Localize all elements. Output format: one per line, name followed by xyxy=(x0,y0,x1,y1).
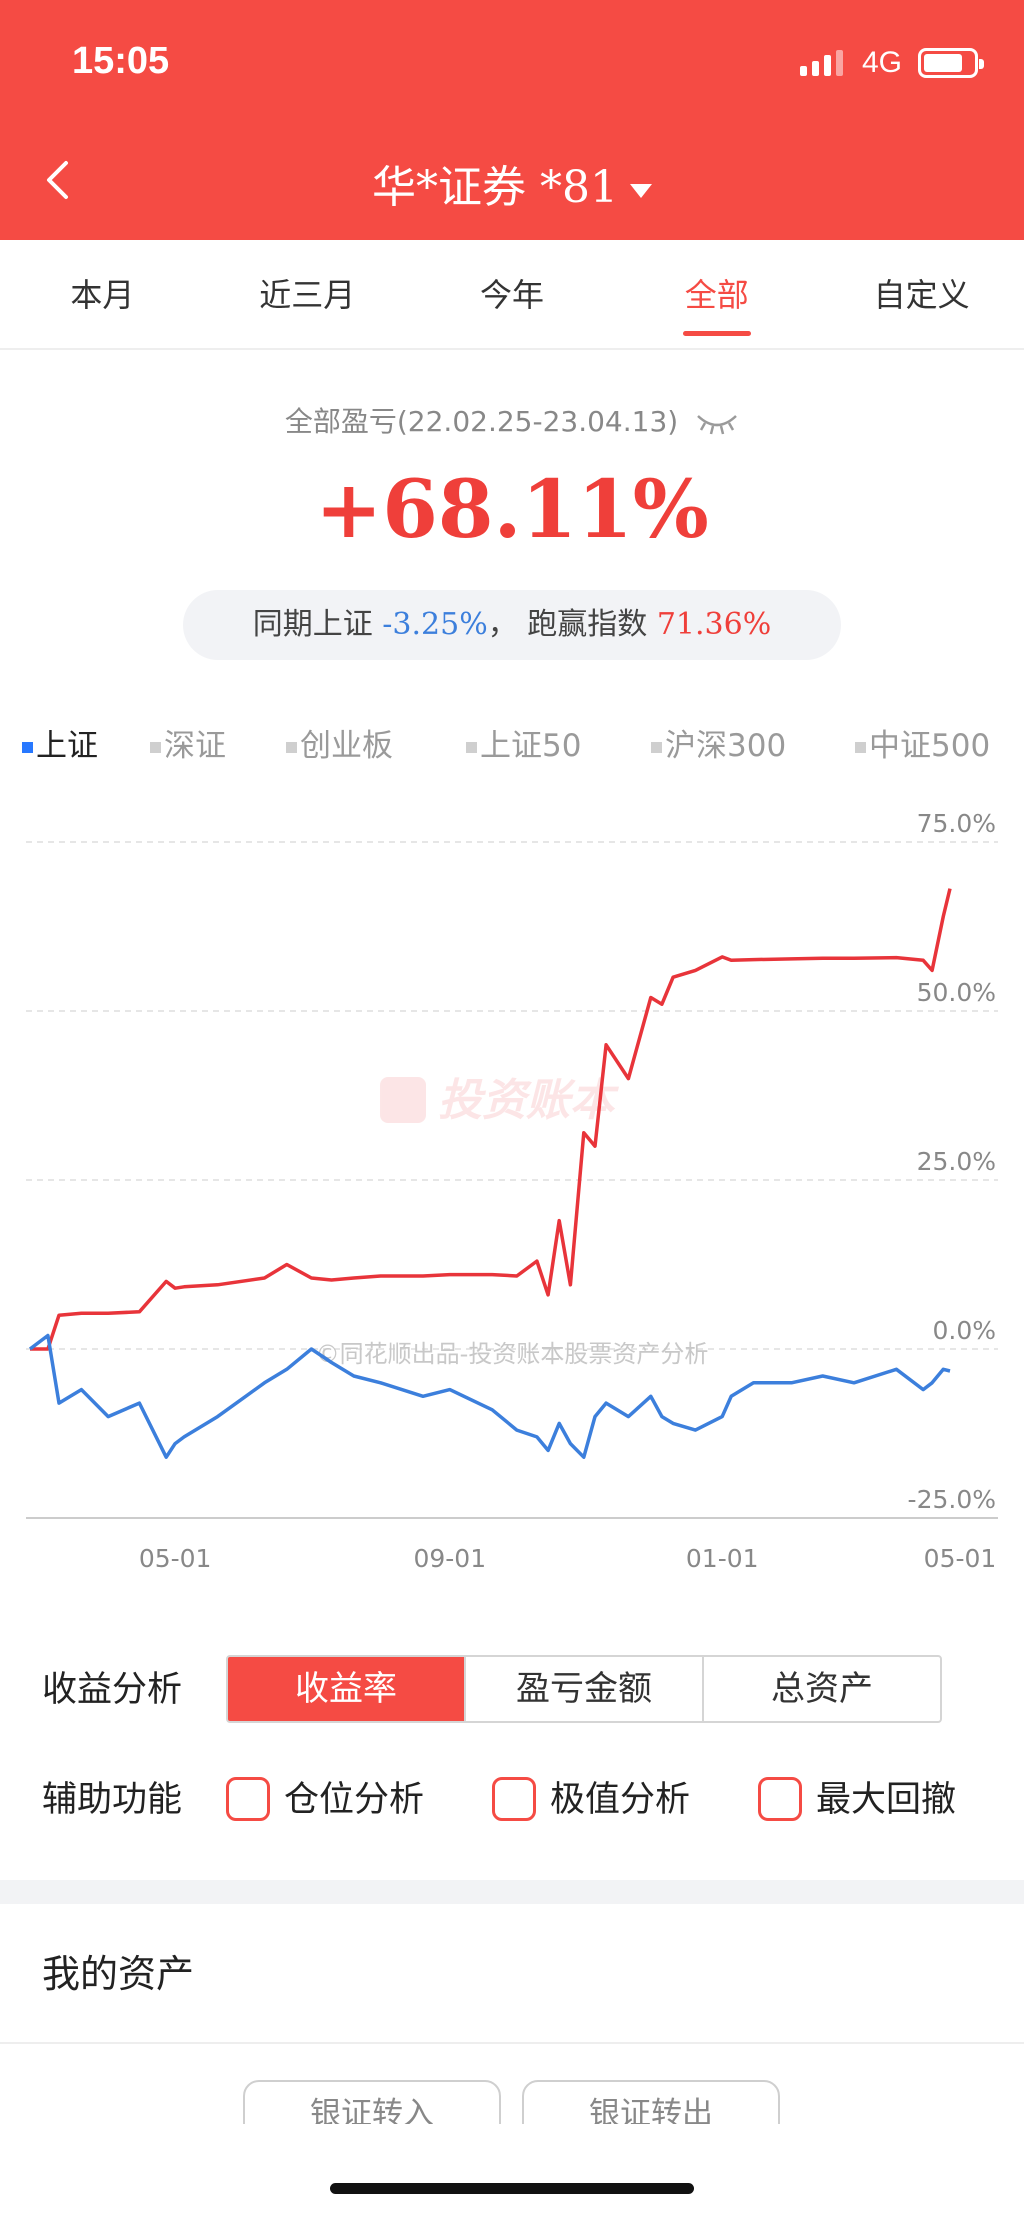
legend-square-icon xyxy=(651,742,662,753)
securities-to-bank-button[interactable]: 银证转出 xyxy=(522,2080,780,2124)
section-divider xyxy=(0,1880,1024,1904)
extreme-analysis-label[interactable]: 极值分析 xyxy=(550,1780,691,1820)
tab-this-month[interactable]: 本月 xyxy=(70,276,135,314)
watermark-logo-icon xyxy=(380,1077,426,1123)
index-tab-sh[interactable]: 上证 xyxy=(22,720,98,765)
y-tick-label: 75.0% xyxy=(917,809,996,838)
aux-label: 辅助功能 xyxy=(42,1780,183,1820)
compare-value: -3.25% xyxy=(382,607,488,642)
transfer-buttons: 银证转入 银证转出 xyxy=(0,2080,1024,2124)
beat-label: 跑赢指数 xyxy=(527,607,648,642)
index-tab-label: 上证 xyxy=(36,728,98,764)
max-drawdown-checkbox[interactable] xyxy=(758,1777,802,1821)
x-tick-label: 09-01 xyxy=(413,1544,486,1573)
return-chart[interactable]: 投资账本 ©同花顺出品-投资账本股票资产分析 75.0% 50.0% 25.0% 0.… xyxy=(0,790,1024,1590)
x-tick-label: 01-01 xyxy=(686,1544,759,1573)
index-tab-label: 深证 xyxy=(164,728,226,764)
seg-total-assets[interactable]: 总资产 xyxy=(771,1669,873,1709)
position-analysis-label[interactable]: 仓位分析 xyxy=(284,1780,425,1820)
x-tick-label: 05-01 xyxy=(139,1544,212,1573)
total-return-value: +68.11% xyxy=(315,462,709,556)
back-arrow-icon[interactable] xyxy=(36,155,86,205)
chart-y-labels: 75.0% 50.0% 25.0% 0.0% -25.0% xyxy=(908,809,996,1514)
x-tick-label: 05-01 xyxy=(924,1544,997,1573)
position-analysis-checkbox[interactable] xyxy=(226,1777,270,1821)
index-selector: 上证 深证 创业板 上证50 沪深300 中证500 xyxy=(0,720,1024,780)
time-range-tabs: 本月 近三月 今年 全部 自定义 xyxy=(0,240,1024,350)
extreme-analysis-checkbox[interactable] xyxy=(492,1777,536,1821)
seg-profit-amount[interactable]: 盈亏金额 xyxy=(466,1657,704,1721)
y-tick-label: 25.0% xyxy=(917,1147,996,1176)
compare-separator: ， xyxy=(487,607,518,642)
account-selector[interactable]: 华*证券 *81 xyxy=(0,151,1024,215)
tab-three-months[interactable]: 近三月 xyxy=(259,276,356,314)
aux-row: 辅助功能 仓位分析 极值分析 最大回撤 xyxy=(0,1765,1024,1835)
status-time: 15:05 xyxy=(72,40,170,82)
dropdown-caret-icon xyxy=(629,183,652,198)
index-tab-hs300[interactable]: 沪深300 xyxy=(651,720,786,765)
index-compare-pill: 同期上证 -3.25%， 跑赢指数 71.36% xyxy=(183,590,841,660)
hide-eye-icon[interactable] xyxy=(695,410,739,436)
tab-custom[interactable]: 自定义 xyxy=(873,276,970,314)
signal-icon xyxy=(800,50,843,76)
legend-square-icon xyxy=(286,742,297,753)
chart-x-labels: 05-01 09-01 01-01 05-01 xyxy=(139,1544,997,1573)
tab-all[interactable]: 全部 xyxy=(614,240,819,348)
index-tab-label: 中证500 xyxy=(869,728,991,764)
index-tab-sz[interactable]: 深证 xyxy=(150,720,226,765)
max-drawdown-label[interactable]: 最大回撤 xyxy=(816,1780,957,1820)
index-tab-label: 创业板 xyxy=(300,728,393,764)
tab-this-year[interactable]: 今年 xyxy=(479,276,544,314)
chart-copyright: ©同花顺出品-投资账本股票资产分析 xyxy=(316,1340,709,1368)
analysis-row: 收益分析 收益率 盈亏金额 总资产 xyxy=(0,1655,1024,1725)
index-tab-zz500[interactable]: 中证500 xyxy=(855,720,990,765)
seg-return-rate[interactable]: 收益率 xyxy=(228,1657,466,1721)
network-label: 4G xyxy=(862,46,903,79)
account-return-line xyxy=(30,888,952,1351)
account-title: 华*证券 *81 xyxy=(372,162,618,213)
compare-label: 同期上证 xyxy=(252,607,373,642)
chart-series xyxy=(28,888,952,1459)
analysis-segmented: 收益率 盈亏金额 总资产 xyxy=(226,1655,942,1723)
legend-square-icon xyxy=(466,742,477,753)
y-tick-label: 0.0% xyxy=(932,1316,996,1345)
nav-bar: 华*证券 *81 xyxy=(0,125,1024,240)
y-tick-label: -25.0% xyxy=(908,1485,996,1514)
index-tab-label: 沪深300 xyxy=(665,728,787,764)
profit-summary-label: 全部盈亏(22.02.25-23.04.13) xyxy=(284,405,679,438)
index-tab-label: 上证50 xyxy=(480,728,582,764)
profit-summary-label-row: 全部盈亏(22.02.25-23.04.13) xyxy=(0,400,1024,440)
watermark: 投资账本 xyxy=(380,1075,620,1126)
index-return-line xyxy=(28,1333,951,1459)
legend-square-icon xyxy=(150,742,161,753)
chart-grid xyxy=(26,841,998,1519)
divider-line xyxy=(0,2042,1024,2044)
y-tick-label: 50.0% xyxy=(917,978,996,1007)
index-tab-sz50[interactable]: 上证50 xyxy=(466,720,581,765)
legend-square-icon xyxy=(22,742,33,753)
bank-to-securities-button[interactable]: 银证转入 xyxy=(243,2080,501,2124)
status-bar: 15:05 4G xyxy=(0,0,1024,125)
beat-value: 71.36% xyxy=(656,607,772,642)
home-indicator[interactable] xyxy=(330,2183,694,2194)
index-tab-cyb[interactable]: 创业板 xyxy=(286,720,393,765)
watermark-text: 投资账本 xyxy=(438,1075,620,1126)
legend-square-icon xyxy=(855,742,866,753)
analysis-label: 收益分析 xyxy=(42,1670,183,1710)
battery-icon xyxy=(918,48,984,78)
my-assets-title: 我的资产 xyxy=(42,1952,195,1996)
